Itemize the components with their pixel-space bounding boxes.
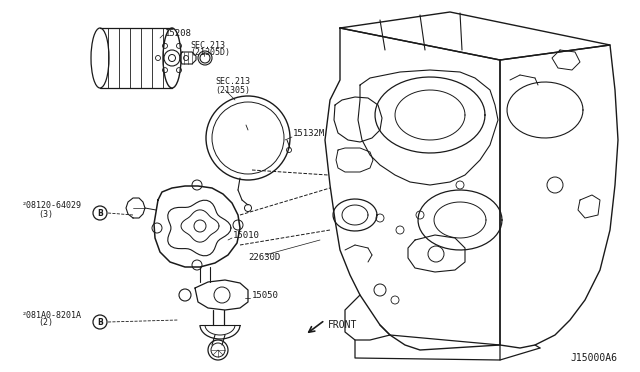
Text: FRONT: FRONT [328,320,357,330]
Text: B: B [97,318,103,327]
Text: SEC.213: SEC.213 [190,42,225,51]
Text: ²081A0-8201A: ²081A0-8201A [22,311,82,320]
Text: (3): (3) [38,209,53,218]
Text: (21305): (21305) [215,86,250,94]
Text: ²08120-64029: ²08120-64029 [22,202,82,211]
Text: 15010: 15010 [233,231,260,241]
Text: 15050: 15050 [252,292,279,301]
Text: SEC.213: SEC.213 [215,77,250,87]
Text: (2): (2) [38,318,53,327]
Text: 15208: 15208 [165,29,192,38]
Text: 15132M: 15132M [293,129,325,138]
Text: J15000A6: J15000A6 [570,353,617,363]
Text: (21305D): (21305D) [190,48,230,58]
Text: 22630D: 22630D [248,253,280,263]
Text: B: B [97,209,103,218]
